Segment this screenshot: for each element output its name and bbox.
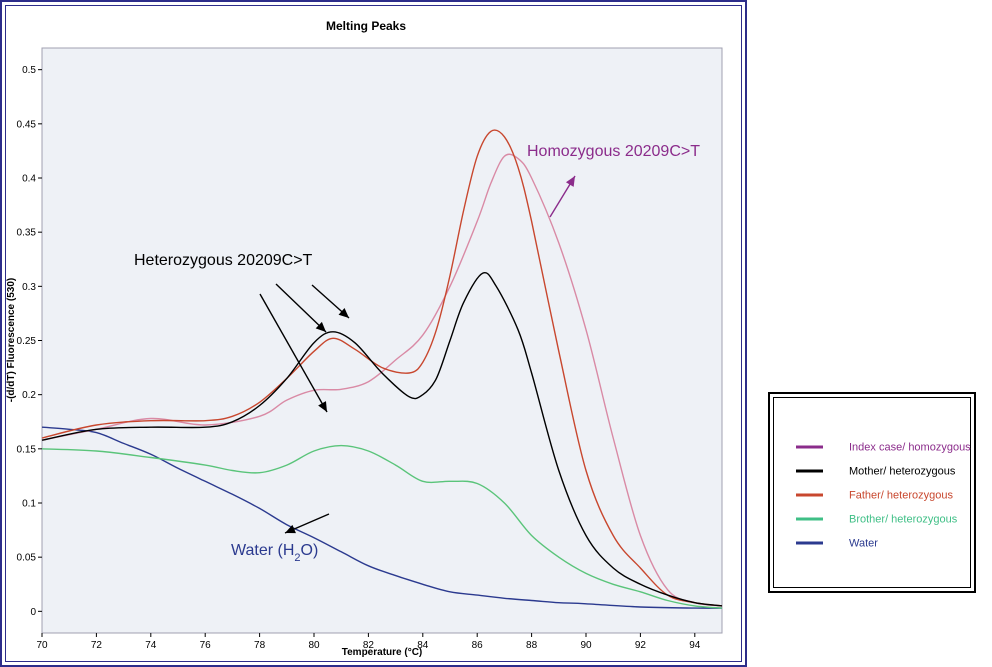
x-tick-label: 94 — [689, 640, 701, 651]
y-tick-label: 0.5 — [22, 65, 36, 76]
annotation-water-part: 2 — [294, 552, 300, 564]
annotation-labels: Homozygous 20209C>T Heterozygous 20209C>T… — [134, 143, 700, 564]
x-tick-label: 86 — [472, 640, 484, 651]
x-tick-label: 78 — [254, 640, 266, 651]
x-tick-label: 82 — [363, 640, 375, 651]
y-tick-label: 0.35 — [17, 228, 37, 239]
heterozygous-arrow-father — [275, 283, 327, 333]
y-axis-title: -(d/dT) Fluorescence (530) — [6, 278, 17, 402]
series-lines — [41, 129, 723, 609]
annotation-homozygous: Homozygous 20209C>T — [527, 143, 700, 160]
heterozygous-arrow-brother — [259, 293, 328, 413]
annotation-water-part: Water (H — [231, 542, 294, 559]
heterozygous-arrow-mother — [311, 284, 350, 319]
y-tick-label: 0.05 — [17, 553, 37, 564]
x-tick-label: 72 — [91, 640, 103, 651]
series-line-brother-heterozygous — [41, 444, 723, 609]
annotation-water: Water (H2O) — [231, 542, 318, 564]
water-arrow — [284, 513, 330, 534]
x-tick-label: 70 — [36, 640, 48, 651]
plot-area — [41, 47, 723, 634]
x-axis-title: Temperature (°C) — [342, 647, 423, 658]
series-line-mother-heterozygous — [41, 272, 723, 607]
chart-title: Melting Peaks — [326, 19, 406, 33]
y-tick-label: 0.1 — [22, 499, 36, 510]
y-tick-label: 0 — [30, 607, 36, 618]
series-line-water — [41, 426, 723, 609]
legend — [768, 392, 976, 593]
chart-frame-inner — [5, 5, 742, 662]
melting-peaks-chart: Melting Peaks 0 0.05 0.1 0.15 0.2 0.25 0.3 0.35… — [6, 19, 723, 658]
x-tick-label: 80 — [308, 640, 320, 651]
annotation-heterozygous: Heterozygous 20209C>T — [134, 252, 313, 269]
annotation-arrows — [259, 175, 576, 534]
series-line-index-case-homozygous — [41, 153, 723, 607]
x-tick-label: 88 — [526, 640, 538, 651]
annotation-water-part: O) — [301, 542, 319, 559]
y-axis-ticks: 0 0.05 0.1 0.15 0.2 0.25 0.3 0.35 0.4 0.45 0.5 — [17, 65, 42, 618]
annotation-heterozygous-part: Heterozygous 20209C>T — [134, 252, 313, 269]
y-tick-label: 0.45 — [17, 119, 37, 130]
y-tick-label: 0.2 — [22, 390, 36, 401]
y-tick-label: 0.4 — [22, 174, 36, 185]
y-tick-label: 0.25 — [17, 336, 37, 347]
annotation-homozygous-part: Homozygous 20209C>T — [527, 143, 700, 160]
x-tick-label: 90 — [580, 640, 592, 651]
y-tick-label: 0.15 — [17, 444, 37, 455]
x-tick-label: 76 — [200, 640, 212, 651]
y-tick-label: 0.3 — [22, 282, 36, 293]
series-line-father-heterozygous — [41, 129, 723, 607]
x-tick-label: 74 — [145, 640, 157, 651]
homozygous-arrow — [549, 175, 576, 218]
x-tick-label: 92 — [635, 640, 647, 651]
legend-inner-border — [773, 397, 971, 588]
x-tick-label: 84 — [417, 640, 429, 651]
x-axis-ticks: 70 72 74 76 78 80 82 84 86 88 90 92 94 — [36, 633, 701, 651]
